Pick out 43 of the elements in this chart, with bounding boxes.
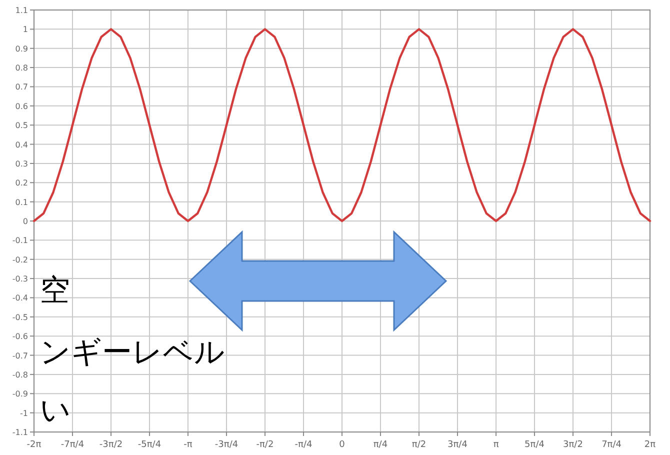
y-tick-label: -0.2 — [12, 255, 28, 264]
x-tick-label: -2π — [26, 440, 42, 450]
x-tick-label: 5π/4 — [524, 440, 545, 450]
y-tick-label: 0.8 — [15, 64, 28, 73]
x-tick-label: -3π/4 — [214, 440, 238, 450]
x-tick-label: 3π/4 — [448, 440, 468, 450]
x-tick-label: -5π/4 — [138, 440, 162, 450]
annotation: 空 — [40, 273, 70, 308]
y-tick-label: 0.7 — [15, 82, 28, 92]
x-tick-label: -π — [184, 440, 193, 450]
y-tick-label: 0.3 — [15, 159, 28, 168]
x-tick-label: -3π/2 — [99, 440, 123, 450]
x-tick-label: 2π — [644, 440, 656, 450]
x-tick-label: 3π/2 — [563, 440, 583, 450]
x-tick-label: π/2 — [412, 440, 426, 450]
x-tick-label: 0 — [339, 440, 346, 450]
y-tick-label: 0.6 — [15, 102, 28, 111]
y-tick-label: -0.3 — [12, 274, 28, 284]
y-tick-label: 0 — [22, 217, 28, 226]
y-tick-label: -0.5 — [12, 312, 28, 322]
y-tick-label: -0.4 — [12, 294, 28, 303]
y-tick-label: 0.9 — [15, 44, 28, 54]
y-tick-label: 0.2 — [15, 178, 28, 188]
y-tick-label: 0.5 — [15, 121, 28, 130]
y-tick-label: -0.6 — [12, 332, 28, 342]
x-tick-label: 7π/4 — [602, 440, 622, 450]
y-tick-label: -1 — [20, 408, 28, 418]
y-tick-label: -0.8 — [12, 370, 28, 380]
y-tick-label: -0.9 — [12, 390, 28, 399]
x-tick-label: -π/2 — [256, 440, 274, 450]
y-tick-label: 0.1 — [15, 198, 28, 207]
y-tick-label: 0.4 — [15, 140, 28, 150]
x-tick-label: π/4 — [373, 440, 388, 450]
y-tick-label: 1.1 — [15, 6, 28, 15]
annotation: い — [40, 393, 71, 428]
x-tick-label: -7π/4 — [60, 440, 84, 450]
x-tick-label: -π/4 — [294, 440, 312, 450]
x-tick-label: π — [493, 440, 500, 450]
y-tick-label: -0.7 — [12, 351, 28, 360]
y-tick-label: 1 — [22, 25, 28, 34]
y-tick-label: -1.1 — [12, 428, 28, 437]
annotation: ンギーレベル — [40, 335, 225, 370]
y-tick-label: -0.1 — [12, 236, 28, 246]
